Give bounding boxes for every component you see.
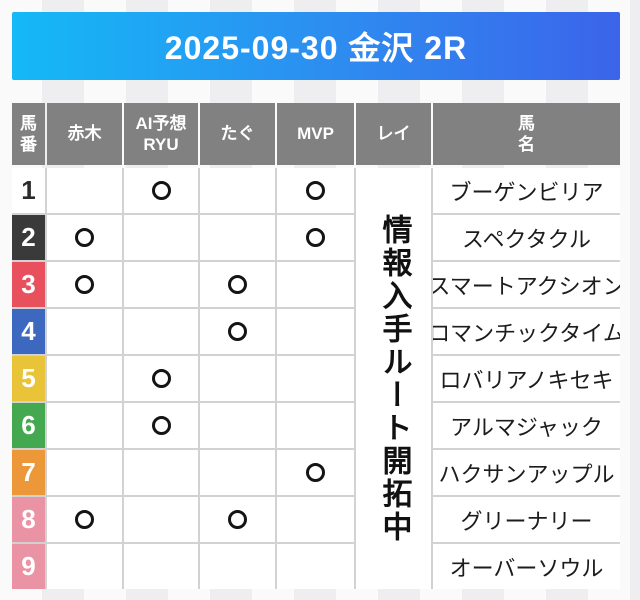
mark-cell-tagu bbox=[200, 356, 275, 401]
circle-mark-icon bbox=[75, 275, 94, 294]
rei-status-text: 情報入手ルート開拓中 bbox=[377, 213, 411, 544]
horse-number-cell: 3 bbox=[12, 262, 45, 307]
mark-cell-mvp bbox=[277, 215, 354, 260]
mark-cell-akagi bbox=[47, 356, 122, 401]
circle-mark-icon bbox=[228, 275, 247, 294]
mark-cell-ryu bbox=[124, 544, 198, 589]
mark-cell-mvp bbox=[277, 450, 354, 495]
horse-name-cell: オーバーソウル bbox=[433, 544, 620, 589]
column-header-name: 馬 名 bbox=[433, 103, 620, 165]
mark-cell-ryu bbox=[124, 450, 198, 495]
mark-cell-tagu bbox=[200, 262, 275, 307]
race-header-bar: 2025-09-30 金沢 2R bbox=[12, 12, 620, 80]
column-header-rei: レイ bbox=[356, 103, 431, 165]
column-header-ryu: AI予想 RYU bbox=[124, 103, 198, 165]
horse-number-cell: 1 bbox=[12, 168, 45, 213]
circle-mark-icon bbox=[306, 463, 325, 482]
mark-cell-ryu bbox=[124, 309, 198, 354]
horse-number-cell: 9 bbox=[12, 544, 45, 589]
horse-name-cell: スペクタクル bbox=[433, 215, 620, 260]
horse-name-cell: グリーナリー bbox=[433, 497, 620, 542]
circle-mark-icon bbox=[151, 181, 171, 200]
mark-cell-ryu bbox=[124, 356, 198, 401]
mark-cell-ryu bbox=[124, 262, 198, 307]
mark-cell-ryu bbox=[124, 497, 198, 542]
horse-number-cell: 8 bbox=[12, 497, 45, 542]
mark-cell-tagu bbox=[200, 309, 275, 354]
rei-column-merged-cell: 情報入手ルート開拓中 bbox=[356, 168, 431, 589]
mark-cell-ryu bbox=[124, 215, 198, 260]
horse-number-cell: 7 bbox=[12, 450, 45, 495]
horse-name-cell: アルマジャック bbox=[433, 403, 620, 448]
column-header-num: 馬 番 bbox=[12, 103, 45, 165]
circle-mark-icon bbox=[151, 369, 171, 388]
mark-cell-ryu bbox=[124, 168, 198, 213]
circle-mark-icon bbox=[151, 416, 171, 435]
horse-number-cell: 6 bbox=[12, 403, 45, 448]
horse-number-cell: 5 bbox=[12, 356, 45, 401]
horse-name-cell: スマートアクシオン bbox=[433, 262, 620, 307]
horse-name-cell: ブーゲンビリア bbox=[433, 168, 620, 213]
mark-cell-mvp bbox=[277, 544, 354, 589]
circle-mark-icon bbox=[75, 510, 94, 529]
mark-cell-mvp bbox=[277, 262, 354, 307]
circle-mark-icon bbox=[75, 228, 94, 247]
horse-number-cell: 4 bbox=[12, 309, 45, 354]
horse-number-cell: 2 bbox=[12, 215, 45, 260]
mark-cell-mvp bbox=[277, 309, 354, 354]
race-title: 2025-09-30 金沢 2R bbox=[164, 30, 468, 66]
column-header-tagu: たぐ bbox=[200, 103, 275, 165]
horse-name-cell: ハクサンアップル bbox=[433, 450, 620, 495]
circle-mark-icon bbox=[306, 228, 325, 247]
mark-cell-ryu bbox=[124, 403, 198, 448]
mark-cell-akagi bbox=[47, 309, 122, 354]
table-body: 1 ブーゲンビリア 2 スペクタクル 3 スマートアクシオン 4 ロマンチックタイム 5 ロバリア… bbox=[12, 168, 620, 589]
mark-cell-akagi bbox=[47, 544, 122, 589]
circle-mark-icon bbox=[228, 510, 247, 529]
table-header-row: 馬 番赤木 AI予想 RYU たぐ MVP レイ馬 名 bbox=[12, 103, 620, 165]
mark-cell-tagu bbox=[200, 215, 275, 260]
horse-name-cell: ロバリアノキセキ bbox=[433, 356, 620, 401]
mark-cell-akagi bbox=[47, 168, 122, 213]
circle-mark-icon bbox=[306, 181, 325, 200]
mark-cell-akagi bbox=[47, 497, 122, 542]
circle-mark-icon bbox=[228, 322, 247, 341]
mark-cell-akagi bbox=[47, 215, 122, 260]
mark-cell-tagu bbox=[200, 544, 275, 589]
mark-cell-tagu bbox=[200, 403, 275, 448]
column-header-mvp: MVP bbox=[277, 103, 354, 165]
mark-cell-mvp bbox=[277, 168, 354, 213]
column-header-akagi: 赤木 bbox=[47, 103, 122, 165]
mark-cell-mvp bbox=[277, 403, 354, 448]
mark-cell-akagi bbox=[47, 262, 122, 307]
mark-cell-tagu bbox=[200, 497, 275, 542]
horse-name-cell: ロマンチックタイム bbox=[433, 309, 620, 354]
mark-cell-tagu bbox=[200, 168, 275, 213]
prediction-table: 馬 番赤木 AI予想 RYU たぐ MVP レイ馬 名 1 ブーゲンビリア 2 スペクタクル 3… bbox=[12, 103, 620, 589]
mark-cell-mvp bbox=[277, 356, 354, 401]
mark-cell-tagu bbox=[200, 450, 275, 495]
mark-cell-akagi bbox=[47, 450, 122, 495]
mark-cell-akagi bbox=[47, 403, 122, 448]
mark-cell-mvp bbox=[277, 497, 354, 542]
